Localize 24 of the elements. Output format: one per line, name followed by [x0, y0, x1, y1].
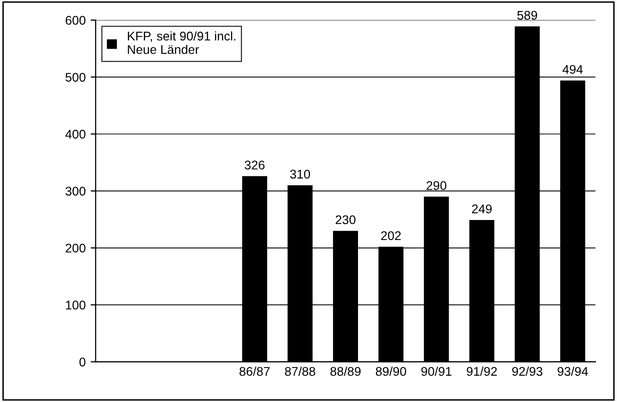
y-tick-label: 0 [79, 358, 86, 366]
data-label: 310 [290, 170, 310, 179]
y-tick-label: 100 [66, 300, 86, 310]
data-label: 589 [517, 10, 538, 20]
x-tick-label: 87/88 [284, 366, 316, 376]
data-label: 230 [336, 215, 356, 224]
data-label: 326 [244, 160, 265, 170]
data-label: 494 [562, 64, 583, 74]
x-tick-label: 91/92 [466, 366, 497, 376]
y-tick-label: 500 [66, 72, 86, 82]
data-label: 249 [472, 204, 492, 214]
x-tick-label: 89/90 [376, 366, 406, 376]
data-label: 290 [426, 181, 446, 190]
x-tick-label: 90/91 [421, 366, 452, 376]
y-tick-label: 600 [66, 16, 86, 25]
x-tick-label: 93/94 [558, 366, 588, 376]
x-tick-label: 88/89 [330, 366, 361, 376]
legend-label: KFP, seit 90/91 incl. Neue Länder [128, 31, 236, 54]
y-tick-label: 300 [66, 186, 86, 196]
y-tick-label: 200 [66, 244, 86, 253]
x-tick-label: 92/93 [512, 366, 542, 376]
data-label: 202 [381, 231, 401, 240]
y-tick-label: 400 [65, 130, 86, 139]
x-tick-label: 86/87 [240, 366, 270, 376]
